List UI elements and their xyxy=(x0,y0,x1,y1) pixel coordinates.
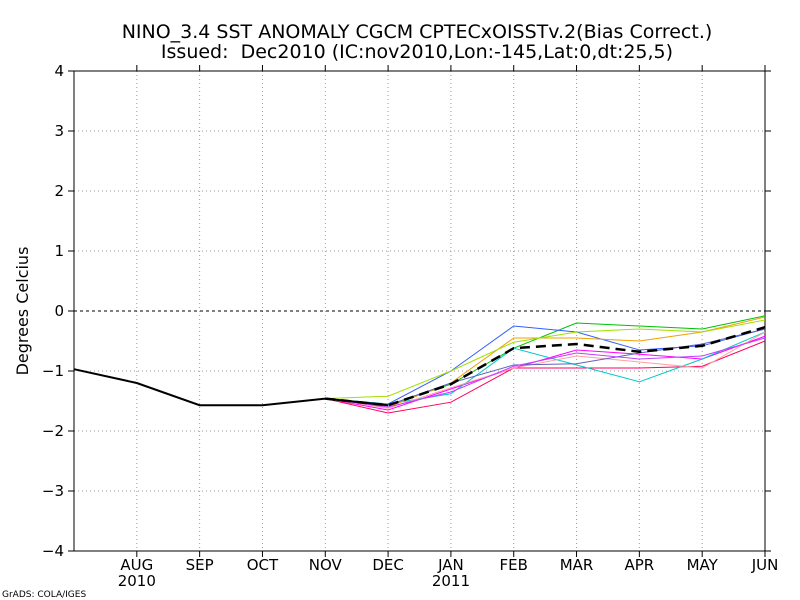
y-tick-label: −2 xyxy=(42,422,64,440)
series-line-member-2 xyxy=(325,325,766,405)
y-tick-label: −4 xyxy=(42,542,64,560)
x-tick-label: APR xyxy=(624,556,654,574)
x-tick-label: JAN xyxy=(437,556,464,574)
credit-label: GrADS: COLA/IGES xyxy=(2,590,86,600)
chart-subtitle: Issued: Dec2010 (IC:nov2010,Lon:-145,Lat… xyxy=(161,41,673,63)
x-tick-label: NOV xyxy=(309,556,343,574)
x-tick-label: MAY xyxy=(687,556,719,574)
x-tick-label: OCT xyxy=(247,556,279,574)
observed-line xyxy=(73,368,389,407)
x-tick-label: DEC xyxy=(372,556,404,574)
axes: −4 −3 −2 −1 0 1 2 3 4 AUG SEP OCT NOV DEC JAN FEB MAR APR… xyxy=(42,62,778,590)
ensemble-mean-line xyxy=(325,326,766,407)
x-year-label: 2010 xyxy=(118,572,156,590)
series-line-member-10 xyxy=(325,337,766,408)
chart-title: NINO_3.4 SST ANOMALY CGCM CPTECxOISSTv.2… xyxy=(122,21,713,43)
y-tick-label: −1 xyxy=(42,362,64,380)
series-line-member-7 xyxy=(325,319,766,400)
y-tick-label: 3 xyxy=(54,122,64,140)
x-tick-label: SEP xyxy=(186,556,214,574)
x-tick-label: AUG xyxy=(120,556,153,574)
y-tick-label: −3 xyxy=(42,482,64,500)
y-tick-label: 0 xyxy=(54,302,64,320)
x-year-label: 2011 xyxy=(432,572,470,590)
series-group xyxy=(73,315,766,414)
grid xyxy=(74,71,765,551)
series-line-member-3 xyxy=(325,335,766,411)
series-line-member-8 xyxy=(325,331,766,409)
x-tick-label: FEB xyxy=(500,556,528,574)
y-tick-label: 4 xyxy=(54,62,64,80)
y-tick-label: 1 xyxy=(54,242,64,260)
y-tick-label: 2 xyxy=(54,182,64,200)
y-axis-label: Degrees Celcius xyxy=(13,247,32,376)
x-tick-label: JUN xyxy=(751,556,779,574)
series-line-member-9 xyxy=(325,328,766,406)
x-tick-label: MAR xyxy=(560,556,594,574)
